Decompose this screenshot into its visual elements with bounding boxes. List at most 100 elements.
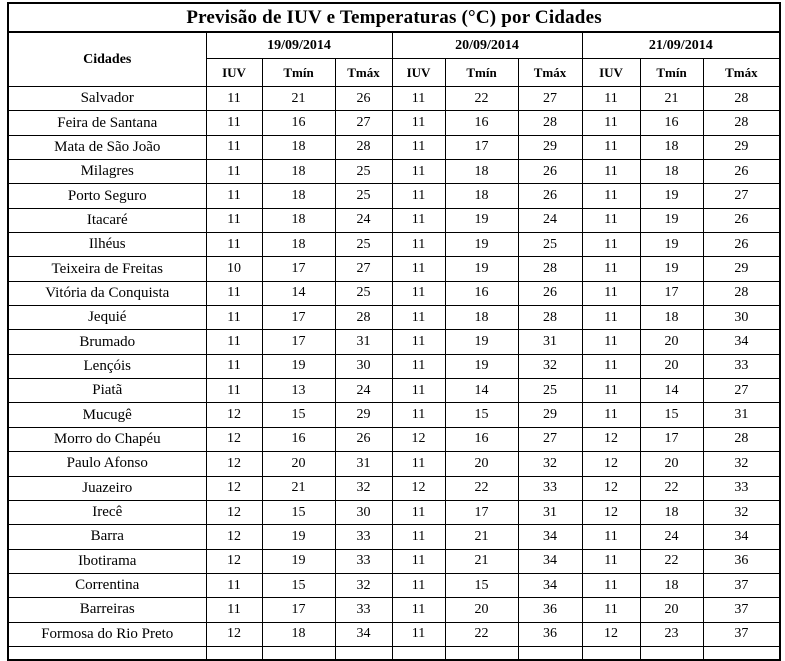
value-cell: 11 xyxy=(205,597,263,623)
table-row: Piatã 11 13 24 11 14 25 11 14 27 xyxy=(7,378,781,404)
city-name: Piatã xyxy=(7,378,207,404)
value-cell: 18 xyxy=(261,183,336,209)
value-cell: 11 xyxy=(581,110,641,136)
value-cell: 32 xyxy=(517,451,583,477)
iuv-header: IUV xyxy=(205,58,263,87)
value-cell: 18 xyxy=(261,621,336,647)
value-cell: 33 xyxy=(334,524,393,550)
value-cell: 16 xyxy=(444,280,519,307)
value-cell: 16 xyxy=(639,110,704,136)
value-cell: 11 xyxy=(581,183,641,209)
value-cell: 18 xyxy=(444,159,519,185)
value-cell: 11 xyxy=(581,280,641,307)
value-cell: 26 xyxy=(334,426,393,453)
value-cell: 16 xyxy=(261,426,336,453)
value-cell: 11 xyxy=(391,183,446,209)
table-title: Previsão de IUV e Temperaturas (°C) por … xyxy=(7,2,781,33)
value-cell: 16 xyxy=(261,110,336,136)
value-cell: 36 xyxy=(517,597,583,623)
value-cell: 11 xyxy=(205,159,263,185)
table-row: Juazeiro 12 21 32 12 22 33 12 22 33 xyxy=(7,475,781,501)
tmax-header: Tmáx xyxy=(702,58,781,87)
value-cell: 11 xyxy=(205,378,263,404)
value-cell: 11 xyxy=(581,134,641,161)
value-cell: 11 xyxy=(205,232,263,258)
value-cell: 34 xyxy=(702,524,781,550)
value-cell: 20 xyxy=(444,451,519,477)
sub-header-row: IUV Tmín Tmáx IUV Tmín Tmáx IUV Tmín Tmá… xyxy=(8,58,781,87)
value-cell: 26 xyxy=(702,159,781,185)
value-cell: 11 xyxy=(391,353,446,380)
value-cell: 18 xyxy=(261,207,336,234)
city-name: Lençóis xyxy=(7,353,207,380)
value-cell: 28 xyxy=(517,256,583,282)
value-cell: 19 xyxy=(639,232,704,258)
city-name: Juazeiro xyxy=(7,475,207,501)
value-cell: 12 xyxy=(205,548,263,574)
value-cell: 36 xyxy=(517,621,583,647)
value-cell: 11 xyxy=(391,256,446,282)
value-cell: 11 xyxy=(581,402,641,428)
value-cell: 12 xyxy=(205,499,263,526)
value-cell: 17 xyxy=(261,305,336,331)
value-cell: 12 xyxy=(581,499,641,526)
empty-cell xyxy=(261,645,336,660)
value-cell: 31 xyxy=(517,499,583,526)
value-cell: 11 xyxy=(391,597,446,623)
value-cell: 17 xyxy=(639,280,704,307)
value-cell: 12 xyxy=(581,621,641,647)
value-cell: 11 xyxy=(205,134,263,161)
value-cell: 11 xyxy=(391,402,446,428)
value-cell: 31 xyxy=(702,402,781,428)
value-cell: 12 xyxy=(205,402,263,428)
value-cell: 11 xyxy=(391,85,446,112)
table-row: Correntina 11 15 32 11 15 34 11 18 37 xyxy=(7,572,781,599)
value-cell: 25 xyxy=(517,378,583,404)
value-cell: 32 xyxy=(517,353,583,380)
value-cell: 28 xyxy=(702,110,781,136)
value-cell: 18 xyxy=(261,159,336,185)
value-cell: 31 xyxy=(334,329,393,355)
city-name: Milagres xyxy=(7,159,207,185)
tmin-header: Tmín xyxy=(444,58,519,87)
value-cell: 19 xyxy=(261,524,336,550)
table-row: Jequié 11 17 28 11 18 28 11 18 30 xyxy=(7,305,781,331)
value-cell: 18 xyxy=(639,572,704,599)
city-name: Ibotirama xyxy=(7,548,207,574)
value-cell: 27 xyxy=(334,256,393,282)
value-cell: 14 xyxy=(639,378,704,404)
empty-cell xyxy=(517,645,583,660)
value-cell: 11 xyxy=(581,305,641,331)
value-cell: 18 xyxy=(639,305,704,331)
value-cell: 11 xyxy=(205,110,263,136)
value-cell: 11 xyxy=(205,353,263,380)
empty-cell xyxy=(639,645,704,660)
value-cell: 19 xyxy=(639,207,704,234)
value-cell: 11 xyxy=(581,159,641,185)
value-cell: 28 xyxy=(517,110,583,136)
value-cell: 18 xyxy=(261,134,336,161)
value-cell: 30 xyxy=(334,353,393,380)
value-cell: 25 xyxy=(334,159,393,185)
city-name: Vitória da Conquista xyxy=(7,280,207,307)
value-cell: 37 xyxy=(702,572,781,599)
value-cell: 11 xyxy=(581,207,641,234)
value-cell: 17 xyxy=(639,426,704,453)
iuv-header: IUV xyxy=(581,58,641,87)
value-cell: 33 xyxy=(517,475,583,501)
value-cell: 26 xyxy=(517,280,583,307)
value-cell: 37 xyxy=(702,621,781,647)
value-cell: 12 xyxy=(205,524,263,550)
value-cell: 26 xyxy=(334,85,393,112)
value-cell: 29 xyxy=(517,402,583,428)
value-cell: 18 xyxy=(639,134,704,161)
value-cell: 15 xyxy=(261,402,336,428)
value-cell: 18 xyxy=(639,159,704,185)
empty-cell xyxy=(7,645,207,660)
value-cell: 32 xyxy=(334,572,393,599)
value-cell: 20 xyxy=(639,597,704,623)
value-cell: 11 xyxy=(581,378,641,404)
date-header-20-09-2014: 20/09/2014 xyxy=(391,31,583,59)
value-cell: 20 xyxy=(261,451,336,477)
value-cell: 25 xyxy=(334,280,393,307)
